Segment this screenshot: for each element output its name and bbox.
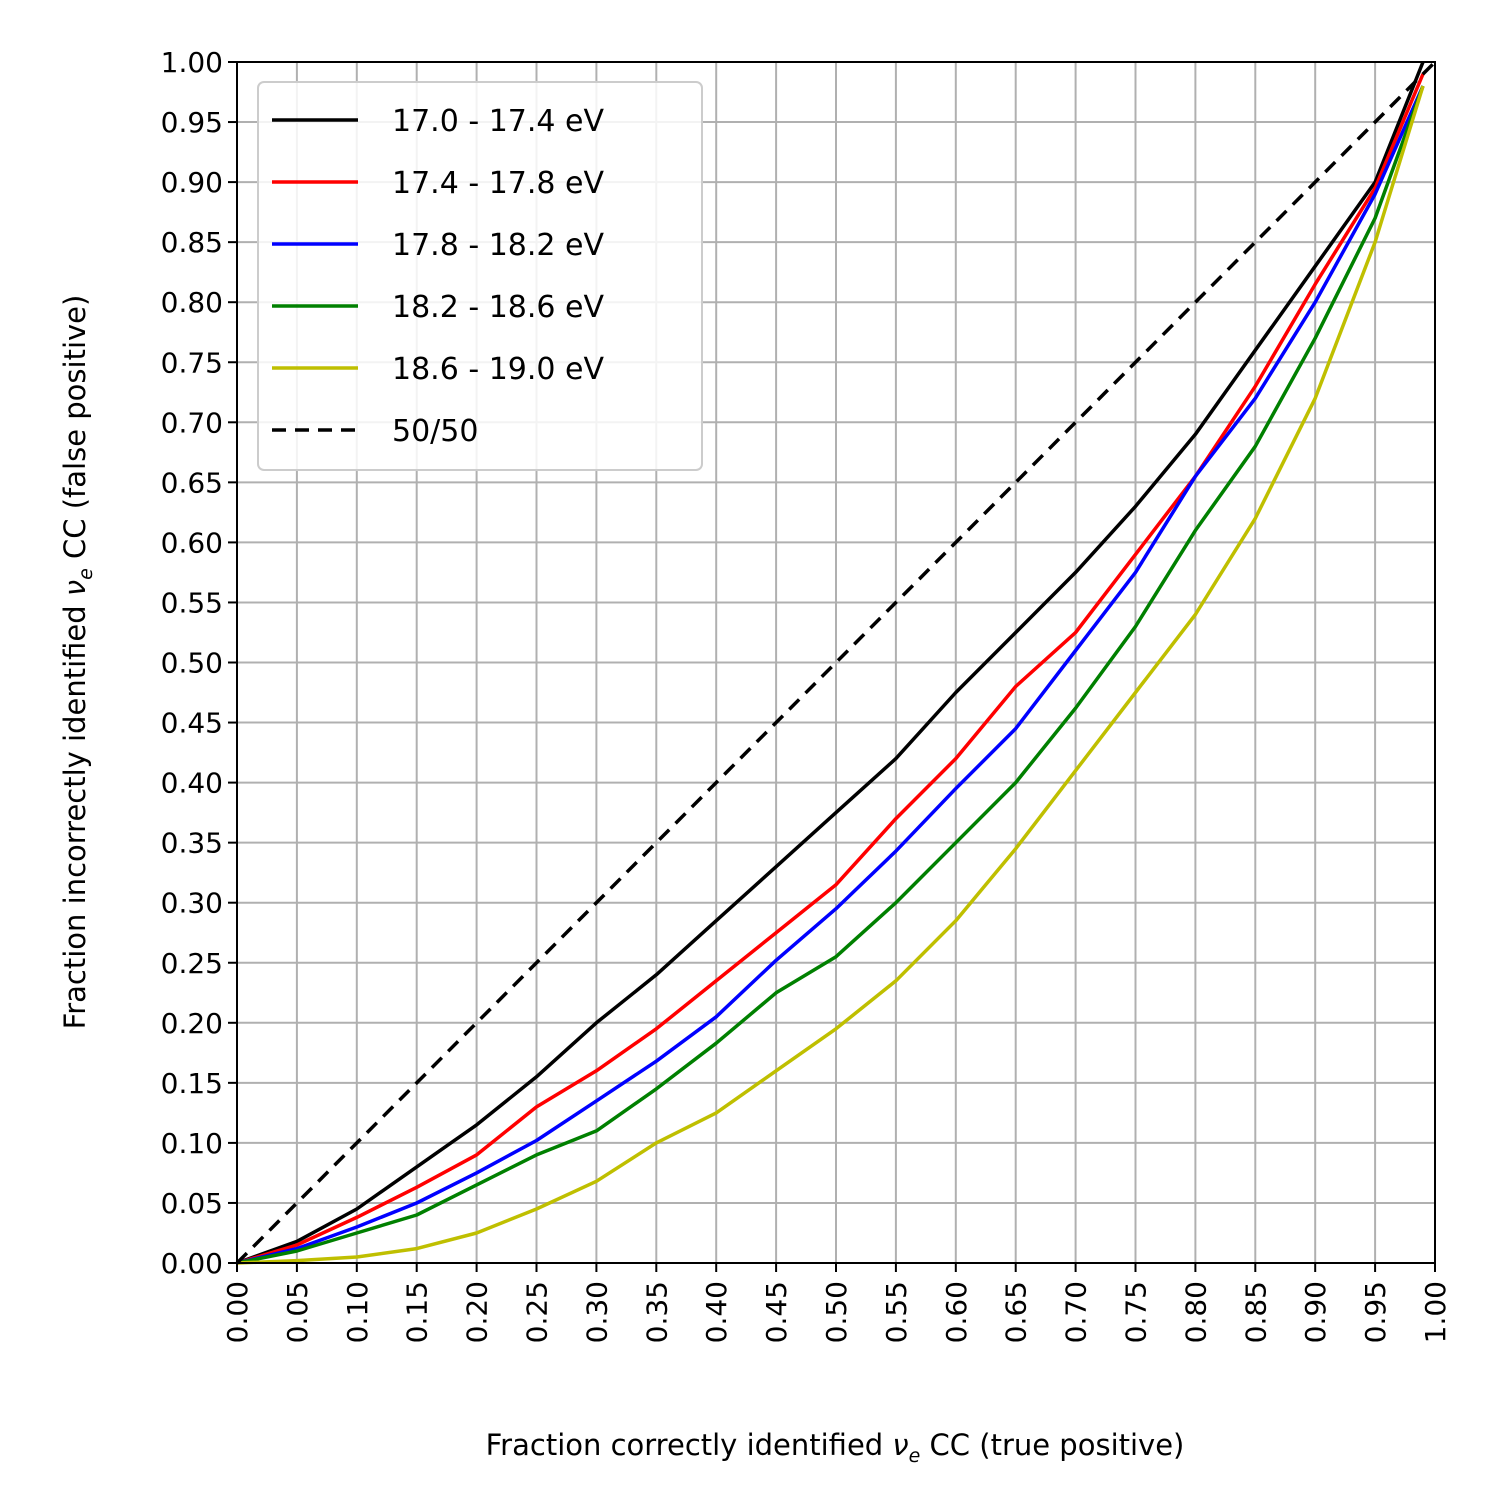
x-tick-label: 0.15: [401, 1281, 434, 1343]
x-tick-label: 0.25: [521, 1281, 554, 1343]
x-tick-label: 0.35: [640, 1281, 673, 1343]
legend-label: 50/50: [392, 414, 478, 449]
y-tick-label: 0.85: [161, 226, 223, 259]
x-tick-label: 0.80: [1179, 1281, 1212, 1343]
x-tick-label: 0.05: [281, 1281, 314, 1343]
y-tick-label: 0.45: [161, 707, 223, 740]
y-tick-label: 0.50: [161, 647, 223, 680]
axis-ticks: 0.00 0.05 0.10 0.15 0.20 0.25 0.30 0.35 0.40 0.45…: [161, 46, 1452, 1343]
y-tick-label: 0.65: [161, 466, 223, 499]
legend-label: 18.6 - 19.0 eV: [392, 352, 604, 387]
y-tick-label: 0.55: [161, 586, 223, 619]
x-tick-label: 0.60: [940, 1281, 973, 1343]
series-lines: [235, 60, 1437, 1265]
x-tick-label: 0.95: [1359, 1281, 1392, 1343]
x-tick-label: 0.00: [221, 1281, 254, 1343]
legend-label: 17.0 - 17.4 eV: [392, 104, 604, 139]
y-tick-label: 0.00: [161, 1247, 223, 1280]
x-tick-label: 0.90: [1299, 1281, 1332, 1343]
x-tick-label: 0.40: [700, 1281, 733, 1343]
y-tick-label: 0.05: [161, 1187, 223, 1220]
series-line-4: [236, 85, 1425, 1265]
y-tick-label: 0.15: [161, 1067, 223, 1100]
y-tick-label: 0.40: [161, 767, 223, 800]
y-tick-label: 0.70: [161, 406, 223, 439]
x-axis-label: Fraction correctly identified νe CC (tru…: [486, 1428, 1185, 1467]
x-tick-label: 0.50: [820, 1281, 853, 1343]
x-tick-label: 0.20: [461, 1281, 494, 1343]
x-tick-label: 0.85: [1239, 1281, 1272, 1343]
series-line-2: [236, 85, 1425, 1265]
y-tick-label: 0.60: [161, 526, 223, 559]
series-line-5: [235, 60, 1437, 1265]
x-tick-label: 0.30: [580, 1281, 613, 1343]
series-line-1: [236, 73, 1425, 1265]
series-line-3: [236, 85, 1425, 1265]
series-line-0: [236, 61, 1425, 1265]
y-tick-label: 0.20: [161, 1007, 223, 1040]
y-tick-label: 0.95: [161, 106, 223, 139]
y-tick-label: 0.30: [161, 887, 223, 920]
x-tick-label: 0.55: [880, 1281, 913, 1343]
y-tick-label: 0.10: [161, 1127, 223, 1160]
y-tick-label: 0.25: [161, 947, 223, 980]
x-tick-label: 0.10: [341, 1281, 374, 1343]
x-tick-label: 0.70: [1060, 1281, 1093, 1343]
x-tick-label: 0.65: [1000, 1281, 1033, 1343]
y-tick-label: 0.35: [161, 827, 223, 860]
legend-box: [257, 81, 703, 471]
y-tick-label: 0.75: [161, 346, 223, 379]
legend-label: 17.4 - 17.8 eV: [392, 166, 604, 201]
y-tick-label: 0.90: [161, 166, 223, 199]
y-axis-label: Fraction incorrectly identified νe CC (f…: [58, 295, 97, 1030]
legend-label: 17.8 - 18.2 eV: [392, 228, 604, 263]
y-tick-label: 0.80: [161, 286, 223, 319]
legend-label: 18.2 - 18.6 eV: [392, 290, 604, 325]
x-tick-label: 0.45: [760, 1281, 793, 1343]
legend: 17.0 - 17.4 eV 17.4 - 17.8 eV 17.8 - 18.2 …: [257, 81, 703, 471]
x-tick-label: 1.00: [1419, 1281, 1452, 1343]
x-tick-label: 0.75: [1120, 1281, 1153, 1343]
y-tick-label: 1.00: [161, 46, 223, 79]
